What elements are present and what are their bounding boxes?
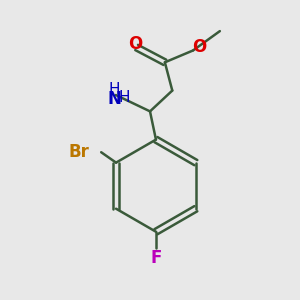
Text: Br: Br — [68, 143, 89, 161]
Text: N: N — [107, 90, 121, 108]
Text: O: O — [128, 35, 142, 53]
Text: H: H — [118, 91, 130, 106]
Text: H: H — [109, 82, 120, 97]
Text: O: O — [192, 38, 206, 56]
Text: F: F — [150, 249, 162, 267]
